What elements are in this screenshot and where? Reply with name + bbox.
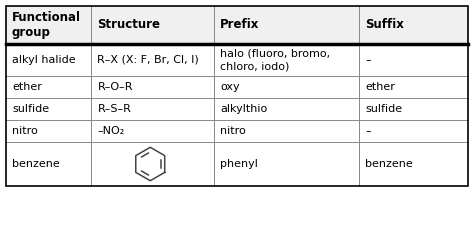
Text: benzene: benzene [365, 159, 413, 169]
Text: sulfide: sulfide [365, 104, 402, 114]
Text: –NO₂: –NO₂ [98, 126, 125, 136]
Text: oxy: oxy [220, 82, 239, 92]
Text: sulfide: sulfide [12, 104, 49, 114]
Text: alkyl halide: alkyl halide [12, 55, 76, 65]
Text: phenyl: phenyl [220, 159, 258, 169]
Text: Prefix: Prefix [220, 19, 259, 31]
Text: ether: ether [12, 82, 42, 92]
Text: Structure: Structure [98, 19, 161, 31]
Bar [6, 6, 468, 44]
Text: Suffix: Suffix [365, 19, 404, 31]
Text: –: – [365, 55, 371, 65]
Text: ether: ether [365, 82, 395, 92]
Text: halo (fluoro, bromo,
chloro, iodo): halo (fluoro, bromo, chloro, iodo) [220, 49, 330, 71]
Text: –: – [365, 126, 371, 136]
Text: benzene: benzene [12, 159, 60, 169]
Text: nitro: nitro [220, 126, 246, 136]
Text: R–X (X: F, Br, Cl, I): R–X (X: F, Br, Cl, I) [98, 55, 199, 65]
Text: Functional
group: Functional group [12, 11, 81, 39]
Bar [6, 6, 468, 186]
Text: nitro: nitro [12, 126, 38, 136]
Text: R–O–R: R–O–R [98, 82, 133, 92]
Text: alkylthio: alkylthio [220, 104, 267, 114]
Text: R–S–R: R–S–R [98, 104, 131, 114]
